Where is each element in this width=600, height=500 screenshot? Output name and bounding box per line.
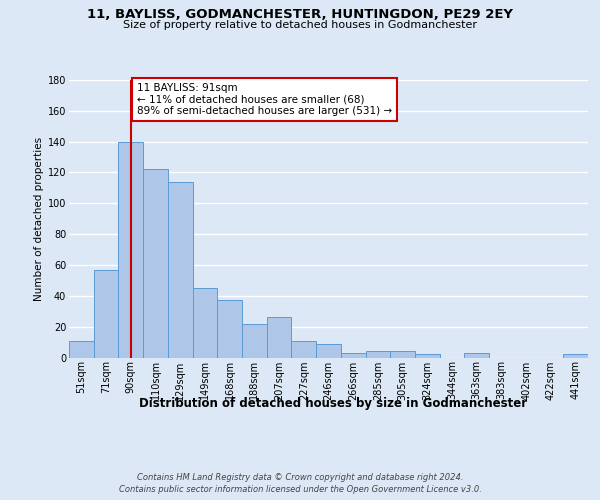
Bar (69, 340, 94, 357)
Bar (267, 318, 292, 358)
Text: Distribution of detached houses by size in Godmanchester: Distribution of detached houses by size … (139, 398, 527, 410)
Text: 11 BAYLISS: 91sqm
← 11% of detached houses are smaller (68)
89% of semi-detached: 11 BAYLISS: 91sqm ← 11% of detached hous… (137, 83, 392, 116)
Bar (292, 340, 316, 357)
Text: 11, BAYLISS, GODMANCHESTER, HUNTINGDON, PE29 2EY: 11, BAYLISS, GODMANCHESTER, HUNTINGDON, … (87, 8, 513, 20)
Bar (193, 288, 217, 358)
Bar (390, 352, 415, 358)
Bar (118, 142, 143, 358)
Bar (365, 352, 390, 358)
Bar (143, 170, 168, 358)
Bar (242, 324, 267, 358)
Bar (94, 270, 118, 358)
Bar (341, 353, 365, 358)
Text: Contains HM Land Registry data © Crown copyright and database right 2024.
Contai: Contains HM Land Registry data © Crown c… (119, 472, 481, 494)
Bar (316, 344, 341, 357)
Bar (464, 353, 489, 358)
Bar (563, 354, 588, 358)
Text: Size of property relative to detached houses in Godmanchester: Size of property relative to detached ho… (123, 20, 477, 30)
Y-axis label: Number of detached properties: Number of detached properties (34, 136, 44, 301)
Bar (217, 300, 242, 358)
Bar (415, 354, 440, 358)
Bar (168, 182, 193, 358)
